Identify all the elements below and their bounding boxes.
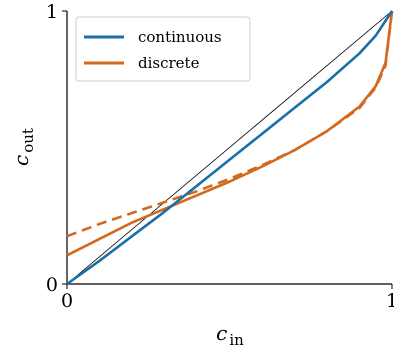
x-tick-label: 1 xyxy=(386,290,394,312)
legend-label-discrete: discrete xyxy=(138,54,200,72)
legend-label-continuous: continuous xyxy=(138,28,222,46)
y-tick-label: 1 xyxy=(46,1,58,23)
x-tick-label: 0 xyxy=(61,290,73,312)
y-tick-label: 0 xyxy=(46,274,58,296)
legend: continuous discrete xyxy=(76,17,250,81)
x-axis-label: c in xyxy=(216,321,244,347)
y-axis-label: cout xyxy=(9,128,37,166)
